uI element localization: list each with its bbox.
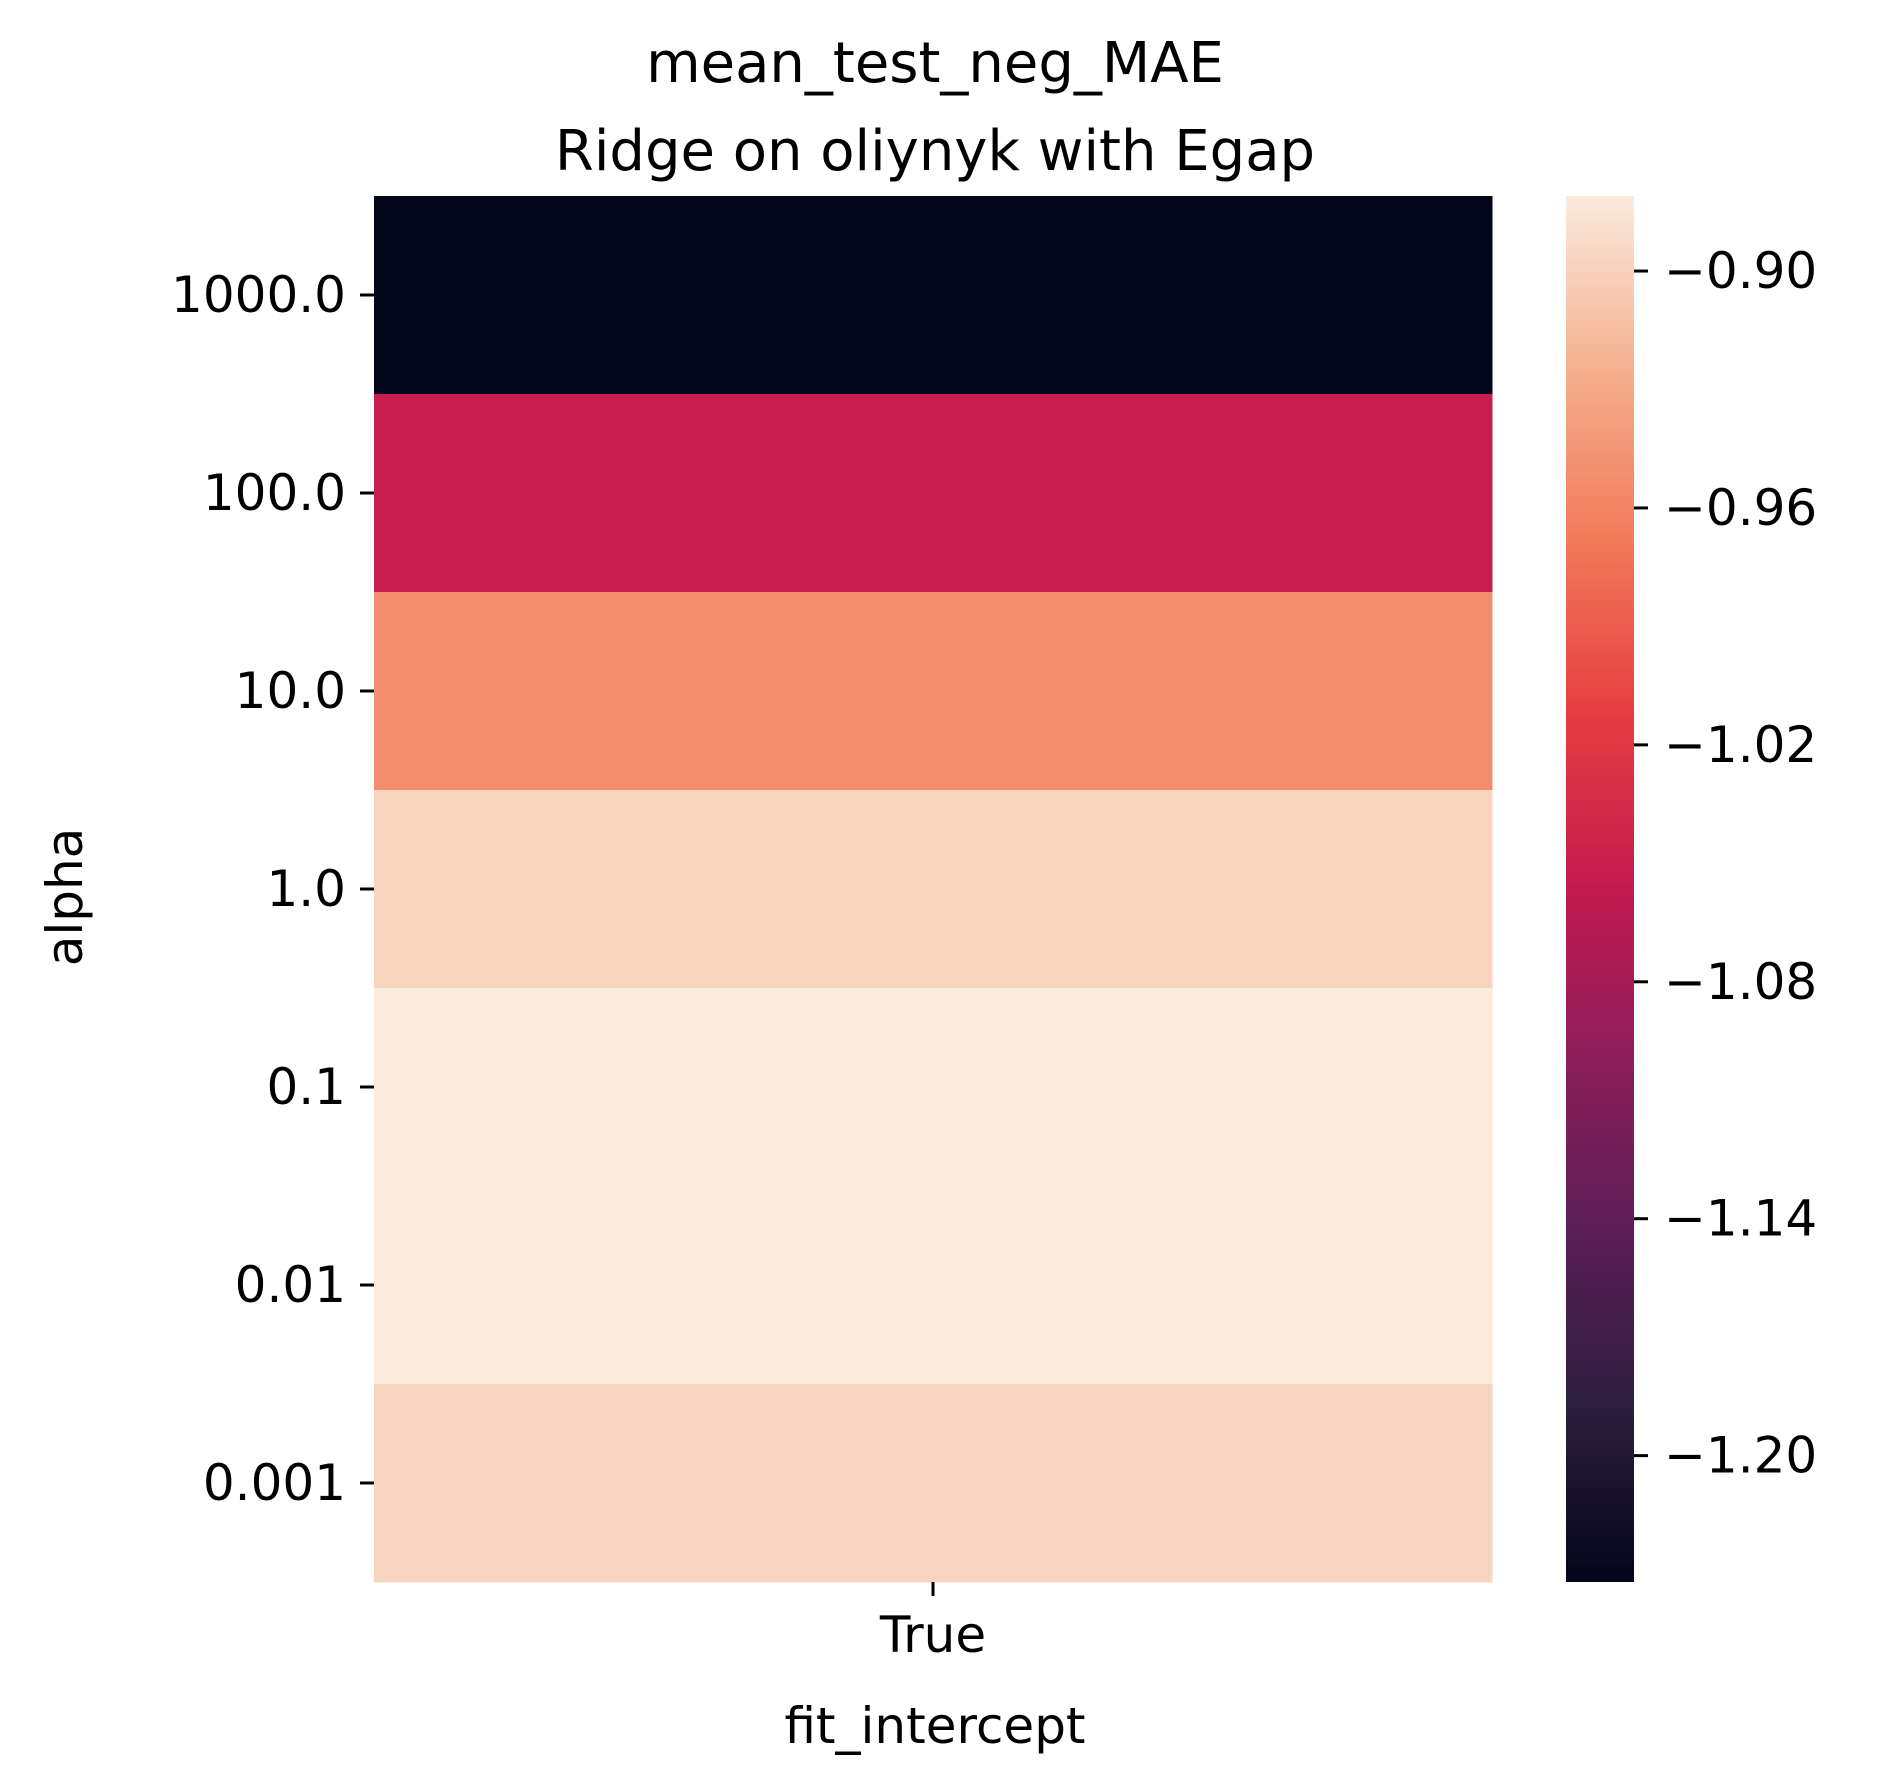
colorbar (1566, 196, 1634, 1582)
colorbar-tick-label: −0.90 (1664, 242, 1817, 300)
heatmap-cell-10.0-True (374, 592, 1493, 791)
heatmap-cell-1000.0-True (374, 196, 1493, 395)
heatmap-cell-0.001-True (374, 1384, 1493, 1583)
heatmap-cells (374, 196, 1493, 1583)
heatmap-cell-1.0-True (374, 790, 1493, 989)
colorbar-ticks: −0.90 −0.96 −1.02 −1.08 −1.14 −1.20 (1634, 242, 1817, 1485)
colorbar-tick-label: −1.20 (1664, 1427, 1817, 1485)
chart-subtitle: Ridge on oliynyk with Egap (555, 119, 1315, 184)
x-axis-label: fit_intercept (784, 1697, 1085, 1755)
colorbar-tick-label: −1.08 (1664, 953, 1817, 1011)
y-tick-label: 0.1 (266, 1058, 346, 1116)
y-tick-label: 0.01 (235, 1256, 346, 1314)
y-tick-label: 0.001 (203, 1454, 346, 1512)
y-axis-ticks: 1000.0 100.0 10.0 1.0 0.1 0.01 0.001 (171, 266, 374, 1512)
y-tick-label: 100.0 (203, 464, 346, 522)
heatmap-cell-100.0-True (374, 394, 1493, 593)
heatmap-cell-0.1-True (374, 988, 1493, 1187)
colorbar-tick-label: −1.14 (1664, 1190, 1817, 1248)
y-axis-label: alpha (36, 828, 94, 967)
colorbar-tick-label: −1.02 (1664, 716, 1817, 774)
colorbar-tick-label: −0.96 (1664, 479, 1817, 537)
y-tick-label: 10.0 (235, 662, 346, 720)
x-tick-label: True (879, 1606, 986, 1664)
heatmap-cell-0.01-True (374, 1186, 1493, 1385)
y-tick-label: 1.0 (266, 860, 346, 918)
x-axis-ticks: True (879, 1582, 986, 1664)
y-tick-label: 1000.0 (171, 266, 346, 324)
chart-title: mean_test_neg_MAE (646, 31, 1224, 96)
